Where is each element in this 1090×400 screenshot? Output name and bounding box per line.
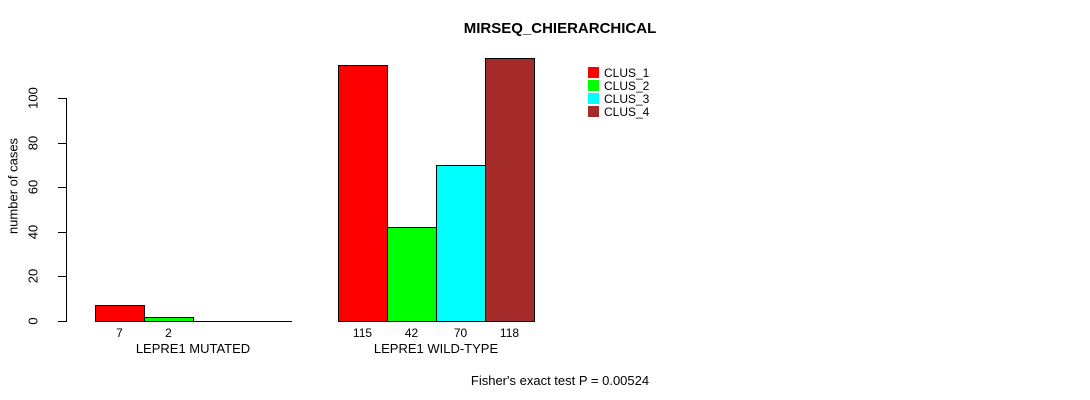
y-tick-mark bbox=[58, 187, 66, 188]
bar-clus_2-group2 bbox=[387, 227, 437, 322]
bar-clus_3-group2 bbox=[436, 165, 486, 322]
legend-label: CLUS_2 bbox=[604, 78, 650, 93]
group-label-2: LEPRE1 WILD-TYPE bbox=[373, 341, 499, 356]
legend-item-clus_3: CLUS_3 bbox=[588, 92, 649, 105]
y-tick-label: 0 bbox=[25, 317, 41, 325]
legend-item-clus_4: CLUS_4 bbox=[588, 105, 649, 118]
legend-swatch-clus_2 bbox=[588, 80, 599, 91]
y-tick-label: 40 bbox=[25, 224, 41, 240]
y-tick-label: 80 bbox=[25, 135, 41, 151]
bar-value-label: 42 bbox=[404, 326, 419, 340]
bar-clus_4-group2 bbox=[485, 58, 535, 322]
legend-swatch-clus_4 bbox=[588, 106, 599, 117]
bar-value-label: 70 bbox=[453, 326, 468, 340]
bar-value-label: 115 bbox=[352, 326, 373, 340]
y-tick-label: 20 bbox=[25, 268, 41, 284]
y-tick-mark bbox=[58, 143, 66, 144]
fisher-test-footnote: Fisher's exact test P = 0.00524 bbox=[470, 373, 650, 388]
y-axis-label: number of cases bbox=[5, 137, 21, 235]
y-tick-label: 60 bbox=[25, 179, 41, 195]
legend-label: CLUS_4 bbox=[604, 104, 650, 119]
y-tick-mark bbox=[58, 98, 66, 99]
y-tick-mark bbox=[58, 232, 66, 233]
bar-value-label: 118 bbox=[499, 326, 520, 340]
bar-clus_1-group1 bbox=[95, 305, 145, 322]
y-tick-mark bbox=[58, 321, 66, 322]
chart-title: MIRSEQ_CHIERARCHICAL bbox=[463, 20, 657, 37]
bar-value-label: 2 bbox=[165, 326, 172, 340]
bar-clus_2-group1 bbox=[144, 317, 194, 322]
legend-label: CLUS_3 bbox=[604, 91, 650, 106]
legend-label: CLUS_1 bbox=[604, 65, 650, 80]
legend-item-clus_2: CLUS_2 bbox=[588, 79, 649, 92]
legend: CLUS_1 CLUS_2 CLUS_3 CLUS_4 bbox=[588, 66, 649, 118]
bar-clus_1-group2 bbox=[338, 65, 388, 322]
y-tick-label: 100 bbox=[25, 87, 41, 109]
y-tick-mark bbox=[58, 276, 66, 277]
bar-value-label: 7 bbox=[116, 326, 123, 340]
legend-item-clus_1: CLUS_1 bbox=[588, 66, 649, 79]
y-axis-line bbox=[66, 98, 67, 322]
group-label-1: LEPRE1 MUTATED bbox=[135, 341, 251, 356]
legend-swatch-clus_1 bbox=[588, 67, 599, 78]
legend-swatch-clus_3 bbox=[588, 93, 599, 104]
